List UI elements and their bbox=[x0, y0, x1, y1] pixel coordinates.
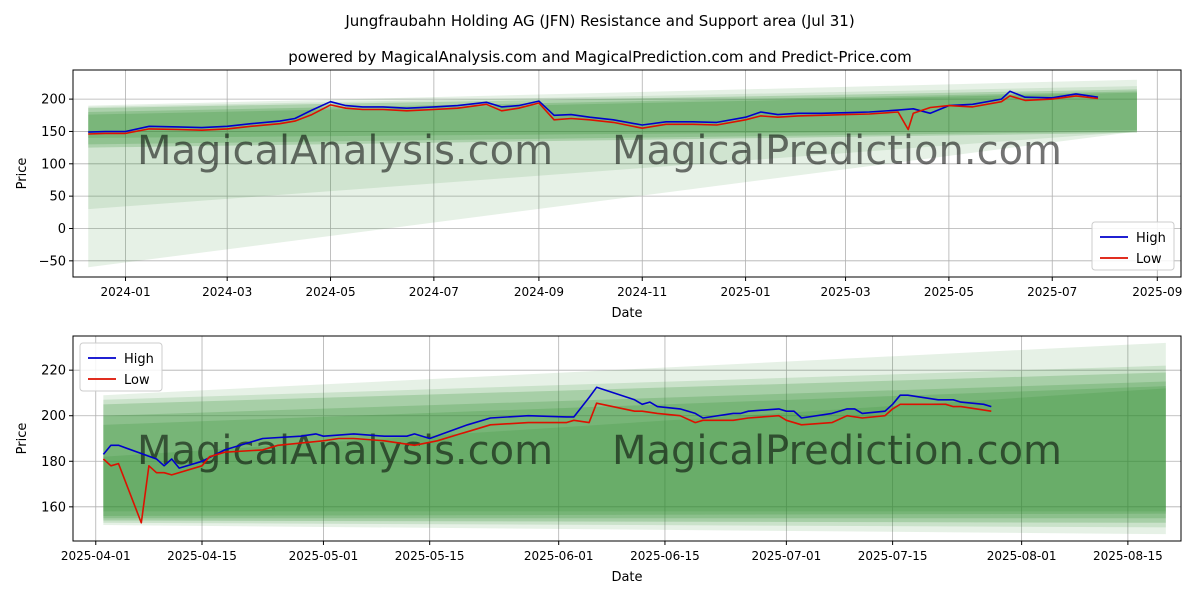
y-tick-label: −50 bbox=[39, 254, 66, 269]
x-tick-label: 2025-07 bbox=[1027, 285, 1077, 299]
y-axis-ticks: 220 200 180 160 bbox=[41, 364, 73, 515]
support-resistance-bands bbox=[88, 79, 1137, 268]
legend-label-high: High bbox=[1136, 231, 1166, 246]
legend-box bbox=[1091, 221, 1175, 271]
legend: High Low bbox=[79, 342, 163, 392]
watermark-text: MagicalAnalysis.com bbox=[137, 428, 553, 474]
x-tick-label: 2025-08-15 bbox=[1093, 549, 1163, 563]
series-line-high bbox=[88, 90, 1099, 133]
series-line-low bbox=[102, 402, 992, 524]
y-tick-label: 150 bbox=[41, 125, 66, 140]
series-line-high bbox=[102, 386, 992, 469]
x-tick-label: 2024-09 bbox=[514, 285, 564, 299]
x-tick-label: 2025-01 bbox=[721, 285, 771, 299]
x-tick-label: 2025-04-01 bbox=[61, 549, 131, 563]
band-3 bbox=[88, 91, 1137, 145]
x-tick-label: 2025-08-01 bbox=[987, 549, 1057, 563]
band-0 bbox=[103, 342, 1166, 535]
y-tick-label: 200 bbox=[41, 93, 66, 108]
y-tick-label: 180 bbox=[41, 455, 66, 470]
watermark-text: MagicalAnalysis.com bbox=[137, 128, 553, 174]
x-tick-label: 2025-05 bbox=[924, 285, 974, 299]
series-line-low bbox=[88, 95, 1099, 135]
y-tick-label: 200 bbox=[41, 409, 66, 424]
x-tick-label: 2024-11 bbox=[617, 285, 667, 299]
legend: High Low bbox=[1091, 221, 1175, 271]
y-tick-label: 100 bbox=[41, 157, 66, 172]
band-2 bbox=[88, 89, 1137, 148]
y-tick-label: 160 bbox=[41, 500, 66, 515]
x-tick-label: 2025-06-01 bbox=[524, 549, 594, 563]
x-tick-label: 2025-05-01 bbox=[289, 549, 359, 563]
y-axis-label: Price bbox=[15, 423, 30, 455]
overview-panel: MagicalAnalysis.com MagicalPrediction.com… bbox=[15, 69, 1182, 321]
x-tick-label: 2024-03 bbox=[202, 285, 252, 299]
band-3 bbox=[103, 381, 1166, 519]
x-tick-label: 2025-09 bbox=[1132, 285, 1182, 299]
x-tick-label: 2025-06-15 bbox=[630, 549, 700, 563]
x-tick-label: 2025-07-01 bbox=[751, 549, 821, 563]
x-axis-ticks: 2024-01 2024-03 2024-05 2024-07 2024-09 2024-… bbox=[100, 277, 1182, 299]
watermarks: MagicalAnalysis.com MagicalPrediction.com bbox=[137, 128, 1062, 174]
x-tick-label: 2024-01 bbox=[100, 285, 150, 299]
watermark-text: MagicalPrediction.com bbox=[612, 128, 1062, 174]
legend-label-low: Low bbox=[124, 373, 150, 388]
axes-frame bbox=[72, 335, 1182, 542]
support-resistance-bands bbox=[103, 342, 1166, 535]
plot-area: MagicalAnalysis.com MagicalPrediction.com bbox=[73, 336, 1181, 541]
chart-subtitle: powered by MagicalAnalysis.com and Magic… bbox=[288, 48, 912, 66]
x-tick-label: 2025-03 bbox=[820, 285, 870, 299]
band-4 bbox=[88, 92, 1137, 138]
axes-frame bbox=[72, 69, 1182, 278]
series-lines bbox=[88, 90, 1099, 135]
y-axis-label: Price bbox=[15, 158, 30, 190]
band-2 bbox=[103, 372, 1166, 523]
watermark-text: MagicalPrediction.com bbox=[612, 428, 1062, 474]
grid-lines bbox=[73, 336, 1181, 541]
legend-label-low: Low bbox=[1136, 252, 1162, 267]
x-tick-label: 2025-05-15 bbox=[395, 549, 465, 563]
band-1 bbox=[103, 365, 1166, 528]
band-5 bbox=[103, 388, 1166, 512]
x-axis-label: Date bbox=[611, 570, 642, 585]
legend-label-high: High bbox=[124, 352, 154, 367]
x-axis-ticks: 2025-04-01 2025-04-15 2025-05-01 2025-05-15… bbox=[61, 541, 1163, 563]
x-axis-label: Date bbox=[611, 306, 642, 321]
chart-title: Jungfraubahn Holding AG (JFN) Resistance… bbox=[344, 12, 854, 30]
y-tick-label: 220 bbox=[41, 364, 66, 379]
detail-panel: MagicalAnalysis.com MagicalPrediction.com… bbox=[15, 335, 1182, 585]
x-tick-label: 2024-07 bbox=[409, 285, 459, 299]
band-0 bbox=[88, 79, 1137, 268]
x-tick-label: 2024-05 bbox=[305, 285, 355, 299]
x-tick-label: 2025-07-15 bbox=[858, 549, 928, 563]
legend-box bbox=[79, 342, 163, 392]
series-lines bbox=[102, 386, 992, 524]
x-tick-label: 2025-04-15 bbox=[167, 549, 237, 563]
band-4 bbox=[103, 386, 1166, 516]
y-tick-label: 50 bbox=[49, 190, 66, 205]
y-tick-label: 0 bbox=[58, 222, 66, 237]
plot-area: MagicalAnalysis.com MagicalPrediction.com bbox=[73, 70, 1181, 277]
watermarks: MagicalAnalysis.com MagicalPrediction.com bbox=[137, 428, 1062, 474]
band-1 bbox=[88, 86, 1137, 210]
y-axis-ticks: 200 150 100 50 0 −50 bbox=[39, 93, 73, 269]
